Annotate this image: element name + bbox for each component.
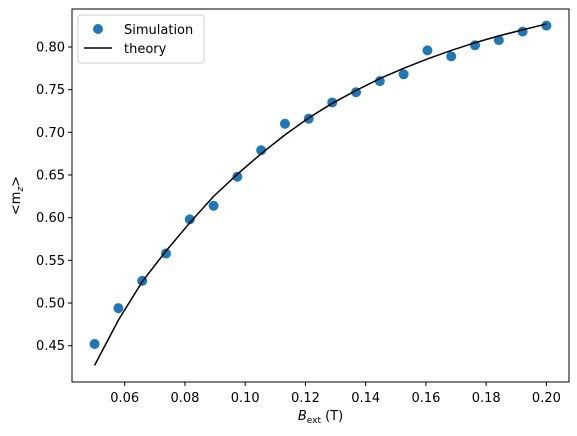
legend-label-simulation: Simulation xyxy=(124,23,193,38)
simulation-point xyxy=(208,200,219,211)
x-axis-label-unit: (T) xyxy=(321,409,343,424)
y-tick-label: 0.65 xyxy=(36,169,65,184)
simulation-point xyxy=(446,51,457,62)
plot-area xyxy=(89,20,552,366)
x-tick-label: 0.16 xyxy=(411,391,440,406)
legend-label-theory: theory xyxy=(124,42,167,57)
legend-marker-simulation xyxy=(93,24,103,34)
simulation-point xyxy=(184,214,195,225)
y-tick-label: 0.70 xyxy=(36,126,65,141)
simulation-point xyxy=(113,303,124,314)
y-axis-label: <mz> xyxy=(9,176,26,215)
simulation-point xyxy=(422,45,433,56)
y-axis-label-sub: z xyxy=(16,187,26,193)
theory-line xyxy=(93,23,547,366)
legend-box xyxy=(77,14,205,64)
x-tick-label: 0.20 xyxy=(532,391,561,406)
simulation-point xyxy=(493,35,504,46)
y-tick-label: 0.75 xyxy=(36,83,65,98)
y-tick-label: 0.55 xyxy=(36,254,65,269)
axis-ticks: 0.06 0.08 0.10 0.12 0.14 0.16 0.18 0.20 0.45 0.50… xyxy=(36,40,561,406)
y-axis-label-end: > xyxy=(9,176,24,187)
y-tick-label: 0.60 xyxy=(36,211,65,226)
simulation-point xyxy=(541,20,552,31)
simulation-point xyxy=(256,145,267,156)
y-tick-label: 0.50 xyxy=(36,297,65,312)
simulation-point xyxy=(89,339,100,350)
y-tick-label: 0.80 xyxy=(36,40,65,55)
x-tick-label: 0.18 xyxy=(472,391,501,406)
x-axis-label: Bext (T) xyxy=(298,409,343,426)
simulation-point xyxy=(517,26,528,37)
x-axis-label-sub: ext xyxy=(307,416,322,426)
y-axis-label-main: <m xyxy=(9,192,24,216)
x-tick-label: 0.08 xyxy=(170,391,199,406)
y-tick-label: 0.45 xyxy=(36,339,65,354)
simulation-point xyxy=(279,118,290,129)
x-tick-label: 0.10 xyxy=(231,391,260,406)
simulation-point xyxy=(160,248,171,259)
x-axis-label-main: B xyxy=(298,409,307,424)
legend: Simulation theory xyxy=(77,14,205,64)
simulation-point xyxy=(374,76,385,87)
axes-frame xyxy=(71,8,570,383)
x-tick-label: 0.14 xyxy=(351,391,380,406)
x-tick-label: 0.12 xyxy=(291,391,320,406)
x-tick-label: 0.06 xyxy=(110,391,139,406)
simulation-point xyxy=(232,171,243,182)
simulation-point xyxy=(398,69,409,80)
